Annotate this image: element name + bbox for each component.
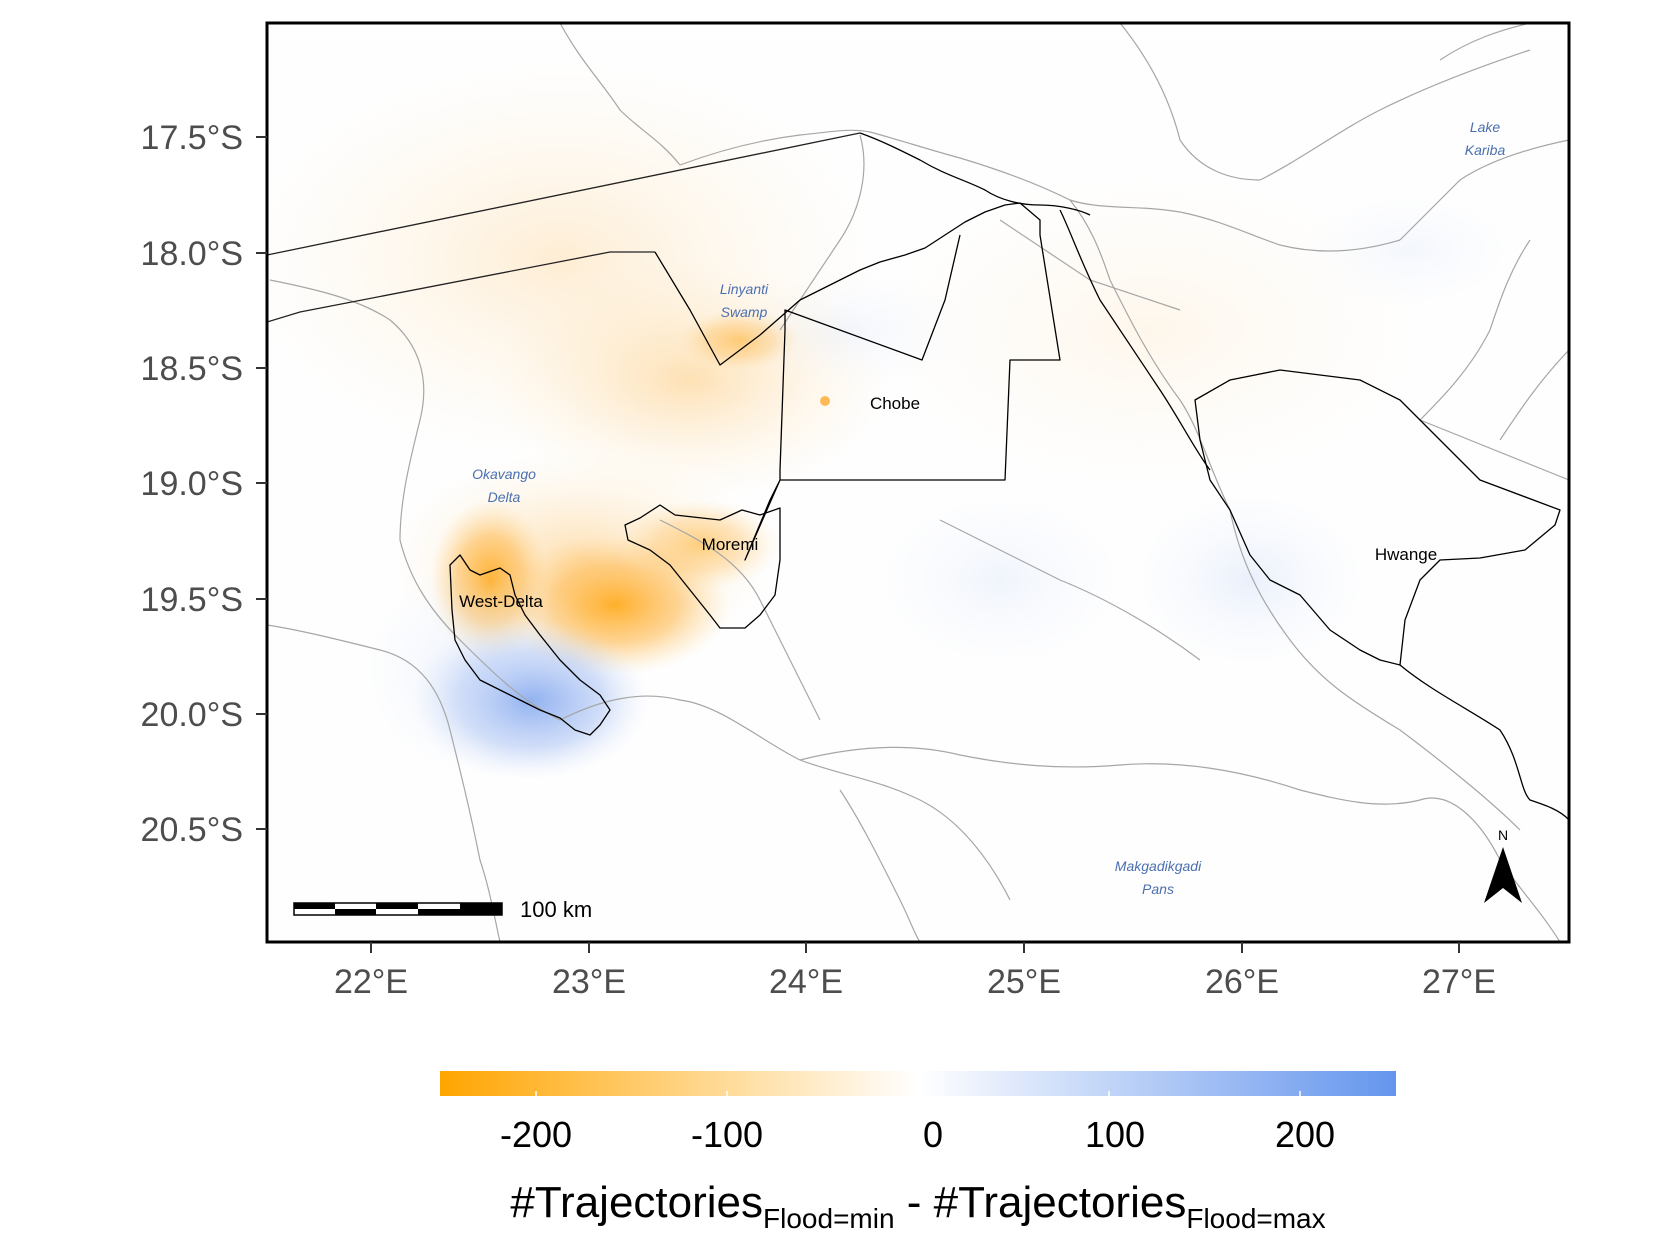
- admin-border-line: [1069, 199, 1231, 511]
- admin-border-line: [1259, 49, 1531, 181]
- x-axis-tick-label: 24°E: [769, 963, 843, 1001]
- admin-border-line: [839, 789, 921, 942]
- chobe-border: [654, 202, 1061, 561]
- y-axis-tick-label: 18.5°S: [141, 350, 243, 388]
- label-okavango-line1: Okavango: [472, 466, 536, 482]
- river-border-north: [859, 132, 1091, 216]
- raster-orange-spot-chobe: [820, 396, 830, 406]
- y-axis-tick-label: 19.0°S: [141, 465, 243, 503]
- admin-border-line: [1419, 239, 1531, 421]
- label-moremi: Moremi: [702, 535, 759, 554]
- admin-border-line: [779, 134, 865, 331]
- protected-area-borders: [449, 132, 1569, 821]
- x-axis-tick-label: 26°E: [1205, 963, 1279, 1001]
- legend-title-part-a: #Trajectories: [510, 1178, 763, 1227]
- y-axis-tick-label: 18.0°S: [141, 235, 243, 273]
- admin-border-line: [799, 746, 1421, 805]
- label-west-delta: West-Delta: [459, 592, 543, 611]
- protected-area-labels: Chobe Moremi West-Delta Hwange: [459, 394, 1437, 611]
- scale-bar-segment: [335, 909, 376, 915]
- scale-bar-segment: [460, 903, 502, 909]
- label-okavango-line2: Delta: [488, 489, 521, 505]
- admin-border-line: [269, 279, 425, 541]
- river-border-south: [1399, 664, 1569, 821]
- scale-bar-label: 100 km: [520, 897, 592, 922]
- legend-title-sub-b: Flood=max: [1186, 1203, 1325, 1234]
- scale-bar-segment: [460, 909, 502, 915]
- north-arrow: N: [1484, 827, 1522, 903]
- admin-border-line: [559, 23, 681, 166]
- x-axis: 22°E 23°E 24°E 25°E 26°E 27°E: [334, 942, 1496, 1001]
- legend-title-sub-a: Flood=min: [763, 1203, 895, 1234]
- raster-orange-moremi-edge: [620, 500, 780, 590]
- label-linyanti-line2: Swamp: [721, 304, 768, 320]
- x-axis-tick-label: 27°E: [1422, 963, 1496, 1001]
- y-axis-tick-label: 20.0°S: [141, 696, 243, 734]
- y-axis-tick-label: 17.5°S: [141, 119, 243, 157]
- map-panel: [265, 21, 1571, 944]
- color-legend: -200 -100 0 100 200 #TrajectoriesFlood=m…: [440, 1071, 1396, 1234]
- raster-blue-chobe: [730, 270, 970, 390]
- x-axis-tick-label: 23°E: [552, 963, 626, 1001]
- caprivi-strip-borders: [267, 132, 861, 323]
- x-axis-tick-label: 22°E: [334, 963, 408, 1001]
- scale-bar: 100 km: [293, 897, 592, 922]
- moremi-border: [624, 504, 781, 629]
- scale-bar-segment: [294, 903, 335, 909]
- scale-bar-segment: [418, 909, 460, 915]
- legend-tick-label: -200: [500, 1114, 572, 1155]
- admin-border-line: [1399, 139, 1569, 241]
- north-arrow-icon: [1484, 847, 1522, 903]
- admin-border-line: [1499, 349, 1569, 441]
- admin-border-line: [659, 519, 821, 721]
- raster-warm-wash-east: [870, 170, 1430, 490]
- hwange-border: [1194, 369, 1561, 666]
- raster-blue-soft-west: [360, 560, 600, 780]
- caprivi-south-edge: [267, 251, 655, 323]
- legend-title: #TrajectoriesFlood=min - #TrajectoriesFl…: [510, 1178, 1325, 1234]
- river-border-zambezi: [1059, 209, 1211, 471]
- admin-border-line: [679, 129, 1401, 252]
- label-lake-kariba-line2: Kariba: [1465, 142, 1506, 158]
- scale-bar-segment: [376, 903, 418, 909]
- admin-border-line: [399, 539, 561, 721]
- label-chobe: Chobe: [870, 394, 920, 413]
- y-axis-tick-label: 20.5°S: [141, 811, 243, 849]
- y-axis: 17.5°S 18.0°S 18.5°S 19.0°S 19.5°S 20.0°…: [141, 119, 267, 849]
- raster-blue-hwange: [1130, 490, 1370, 670]
- raster-blue-central: [870, 490, 1130, 670]
- x-axis-tick-label: 25°E: [987, 963, 1061, 1001]
- label-lake-kariba-line1: Lake: [1470, 119, 1501, 135]
- admin-border-line: [267, 624, 501, 942]
- north-arrow-label: N: [1498, 827, 1508, 843]
- legend-tick-label: 100: [1085, 1114, 1145, 1155]
- admin-border-line: [939, 519, 1201, 661]
- water-feature-labels: Lake Kariba Linyanti Swamp Okavango Delt…: [472, 119, 1505, 897]
- y-axis-tick-label: 19.5°S: [141, 581, 243, 619]
- admin-border-line: [1419, 419, 1569, 481]
- raster-blue-kariba: [1300, 190, 1520, 310]
- legend-title-part-b: #Trajectories: [934, 1178, 1187, 1227]
- west-delta-border: [449, 554, 611, 736]
- legend-tick-label: -100: [691, 1114, 763, 1155]
- admin-border-line: [1229, 509, 1521, 831]
- admin-border-line: [1439, 23, 1531, 61]
- admin-borders: [267, 23, 1569, 942]
- label-hwange: Hwange: [1375, 545, 1437, 564]
- label-linyanti-line1: Linyanti: [720, 281, 769, 297]
- label-makgadikgadi-line2: Pans: [1142, 881, 1174, 897]
- label-makgadikgadi-line1: Makgadikgadi: [1115, 858, 1202, 874]
- admin-border-line: [1119, 23, 1261, 181]
- legend-tick-label: 0: [923, 1114, 943, 1155]
- legend-title-separator: -: [895, 1178, 934, 1227]
- legend-tick-label: 200: [1275, 1114, 1335, 1155]
- caprivi-north-edge: [267, 132, 861, 256]
